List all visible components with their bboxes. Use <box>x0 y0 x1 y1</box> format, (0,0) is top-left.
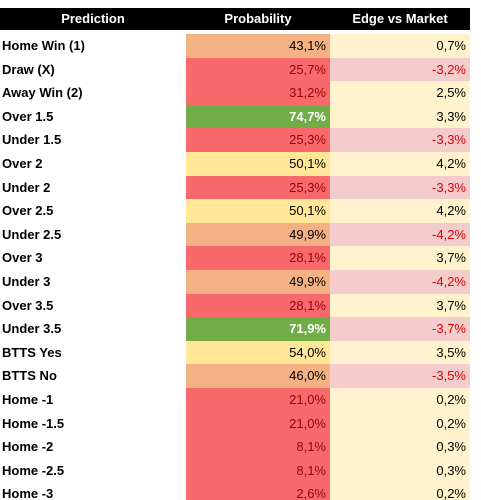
row-label: Under 1.5 <box>2 132 62 148</box>
header-cell: Edge vs Market <box>330 8 470 30</box>
probability-cell: 50,1% <box>186 152 330 176</box>
edge-cell: -3,3% <box>330 175 470 200</box>
row-label: Home -1 <box>2 392 54 407</box>
row-label: Over 3.5 <box>2 297 54 313</box>
edge-cell: -3,5% <box>330 364 470 388</box>
edge-cell: 0,3% <box>330 435 470 459</box>
edge-cell: -4,2% <box>330 222 470 247</box>
probability-cell: 2,6% <box>186 482 330 500</box>
row-label: Home -1.5 <box>2 415 65 431</box>
row-label: Home -2 <box>2 439 54 455</box>
probability-cell: 28,1% <box>186 293 330 318</box>
probability-cell: 8,1% <box>186 435 330 459</box>
probability-cell: 49,9% <box>186 222 330 247</box>
probability-cell: 54,0% <box>186 340 330 365</box>
probability-cell: 31,2% <box>186 81 330 105</box>
probability-cell: 28,1% <box>186 246 330 270</box>
row-label: Away Win (2) <box>2 85 83 101</box>
probability-cell: 25,3% <box>186 175 330 200</box>
row-label: Under 2.5 <box>2 226 62 242</box>
row-label: Under 3 <box>2 274 51 289</box>
header-cell: Probability <box>186 8 330 30</box>
row-label: Draw (X) <box>2 61 55 77</box>
row-label: Over 3 <box>2 250 43 266</box>
probability-cell: 49,9% <box>186 270 330 294</box>
probability-cell: 71,9% <box>186 317 330 341</box>
probability-cell: 21,0% <box>186 411 330 436</box>
row-label: Over 2 <box>2 156 43 171</box>
probability-cell: 74,7% <box>186 104 330 129</box>
probability-cell: 8,1% <box>186 458 330 483</box>
edge-cell: 0,7% <box>330 34 470 58</box>
row-label: Home Win (1) <box>2 38 85 53</box>
probability-cell: 25,7% <box>186 57 330 82</box>
row-label: Under 3.5 <box>2 321 62 337</box>
probability-cell: 50,1% <box>186 199 330 223</box>
edge-cell: 4,2% <box>330 152 470 176</box>
probability-cell: 21,0% <box>186 388 330 412</box>
probability-cell: 43,1% <box>186 34 330 58</box>
edge-cell: -3,7% <box>330 317 470 341</box>
edge-cell: -3,3% <box>330 128 470 152</box>
edge-cell: 0,2% <box>330 411 470 436</box>
edge-cell: 3,3% <box>330 104 470 129</box>
row-label: BTTS No <box>2 368 57 384</box>
probability-cell: 25,3% <box>186 128 330 152</box>
row-label: BTTS Yes <box>2 344 62 360</box>
header-cell: Prediction <box>0 8 186 30</box>
row-label: Home -2.5 <box>2 462 65 478</box>
row-label: Under 2 <box>2 179 51 195</box>
row-label: Over 2.5 <box>2 203 54 219</box>
edge-cell: -3,2% <box>330 57 470 82</box>
edge-cell: 2,5% <box>330 81 470 105</box>
edge-cell: -4,2% <box>330 270 470 294</box>
edge-cell: 3,7% <box>330 246 470 270</box>
probability-cell: 46,0% <box>186 364 330 388</box>
row-label: Over 1.5 <box>2 108 54 124</box>
row-label: Home -3 <box>2 486 54 500</box>
edge-cell: 0,2% <box>330 388 470 412</box>
edge-cell: 4,2% <box>330 199 470 223</box>
edge-cell: 0,2% <box>330 482 470 500</box>
edge-cell: 3,7% <box>330 293 470 318</box>
edge-cell: 3,5% <box>330 340 470 365</box>
edge-cell: 0,3% <box>330 458 470 483</box>
